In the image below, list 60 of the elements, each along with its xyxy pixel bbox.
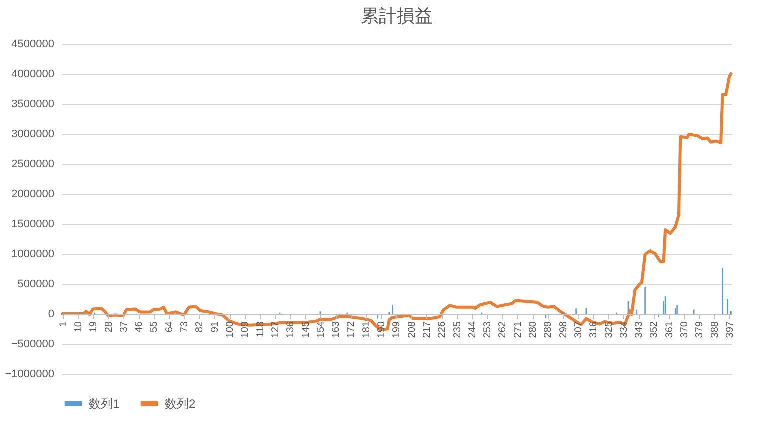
x-tick-label: 163: [331, 321, 342, 338]
x-tick-label: 298: [558, 321, 570, 338]
y-tick-label: 2000000: [12, 188, 54, 200]
x-tick-label: 262: [498, 321, 509, 338]
y-tick-label: 1500000: [12, 218, 54, 230]
x-tick-label: 118: [255, 321, 266, 338]
legend-label: 数列2: [165, 396, 196, 411]
x-tick-label: 316: [588, 321, 600, 338]
x-tick-label: 46: [134, 321, 146, 333]
x-tick-label: 199: [392, 321, 403, 338]
x-tick-label: 91: [210, 321, 221, 333]
x-tick-label: 307: [573, 321, 584, 338]
x-tick-label: 145: [300, 321, 312, 338]
x-tick-label: 82: [194, 321, 206, 333]
y-tick-label: −1000000: [5, 368, 54, 380]
x-tick-label: 109: [240, 321, 252, 338]
x-tick-label: 271: [512, 321, 524, 338]
y-tick-label: 4500000: [12, 38, 54, 50]
y-tick-label: 0: [48, 308, 54, 320]
x-tick-label: 226: [437, 321, 448, 338]
x-tick-label: 352: [649, 321, 660, 338]
x-tick-label: 379: [694, 321, 706, 338]
x-tick-label: 370: [680, 321, 691, 338]
x-tick-label: 181: [361, 321, 372, 338]
y-tick-label: 500000: [18, 278, 54, 290]
x-tick-label: 154: [316, 321, 327, 338]
x-tick-label: 253: [482, 321, 494, 338]
x-tick-label: 325: [604, 321, 615, 338]
x-tick-label: 1: [58, 321, 70, 328]
x-tick-label: 289: [543, 321, 554, 338]
x-tick-label: 244: [467, 321, 478, 338]
x-tick-label: 361: [664, 321, 676, 338]
x-tick-label: 388: [710, 321, 721, 338]
x-tick-label: 136: [286, 321, 297, 338]
y-tick-label: 3000000: [12, 128, 54, 140]
x-tick-label: 397: [724, 321, 736, 338]
chart-title: 累計損益: [361, 6, 433, 26]
x-tick-label: 19: [88, 321, 100, 333]
y-tick-label: 2500000: [12, 158, 54, 170]
x-tick-label: 28: [104, 321, 115, 333]
x-tick-label: 73: [180, 321, 191, 333]
x-tick-label: 172: [346, 321, 358, 338]
x-tick-label: 55: [149, 321, 160, 333]
x-tick-label: 127: [270, 321, 282, 338]
x-tick-label: 10: [73, 321, 84, 333]
x-tick-label: 100: [225, 321, 236, 338]
x-tick-label: 37: [118, 321, 130, 333]
y-tick-label: −500000: [11, 338, 54, 350]
x-tick-label: 334: [618, 321, 630, 338]
x-tick-label: 208: [406, 321, 418, 338]
y-tick-label: 3500000: [12, 98, 54, 110]
legend-label: 数列1: [89, 396, 120, 411]
x-tick-label: 217: [422, 321, 433, 338]
y-tick-label: 1000000: [12, 248, 54, 260]
y-tick-label: 4000000: [12, 68, 54, 80]
x-tick-label: 64: [164, 321, 176, 333]
x-tick-label: 343: [634, 321, 646, 338]
x-tick-label: 235: [452, 321, 464, 338]
x-tick-label: 190: [376, 321, 388, 338]
x-tick-label: 280: [528, 321, 540, 338]
